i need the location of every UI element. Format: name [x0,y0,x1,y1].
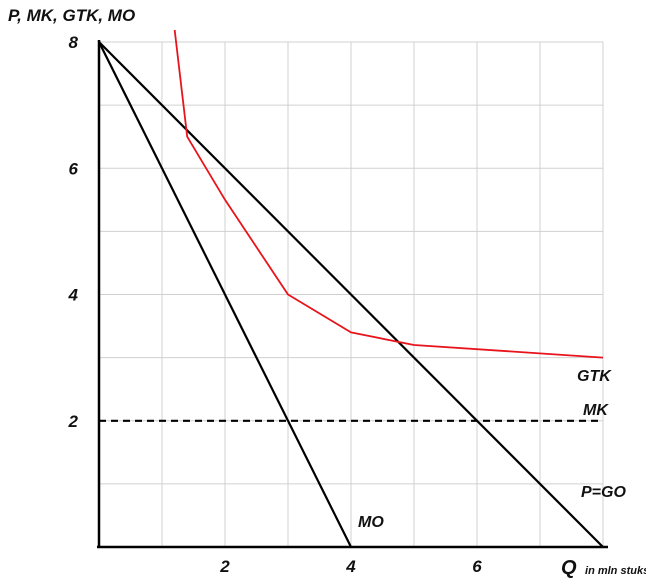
series-line-gtk [173,30,604,359]
x-tick-label: 6 [472,557,482,576]
x-axis-unit: in mln stuks [585,565,646,577]
y-tick-label: 2 [68,412,79,431]
y-tick-label: 4 [68,286,79,305]
series-label-gtk: GTK [577,368,612,385]
y-tick-label: 8 [69,33,79,52]
series-label-mk: MK [583,402,609,419]
tick-labels: 2 4 6 2 4 6 8 [68,33,483,576]
series-group [98,30,604,548]
series-label-pgo: P=GO [581,484,626,501]
axes [97,40,608,549]
series-line-mo [98,41,352,548]
series-label-mo: MO [358,514,384,531]
x-tick-label: 2 [219,557,230,576]
series-line-p-go [98,41,604,548]
x-axis-title: Q in mln stuks [561,557,646,579]
x-tick-label: 4 [345,557,356,576]
y-tick-label: 6 [69,159,79,178]
x-axis-label: Q [561,557,577,579]
grid [99,41,604,547]
y-axis-title: P, MK, GTK, MO [8,6,135,25]
